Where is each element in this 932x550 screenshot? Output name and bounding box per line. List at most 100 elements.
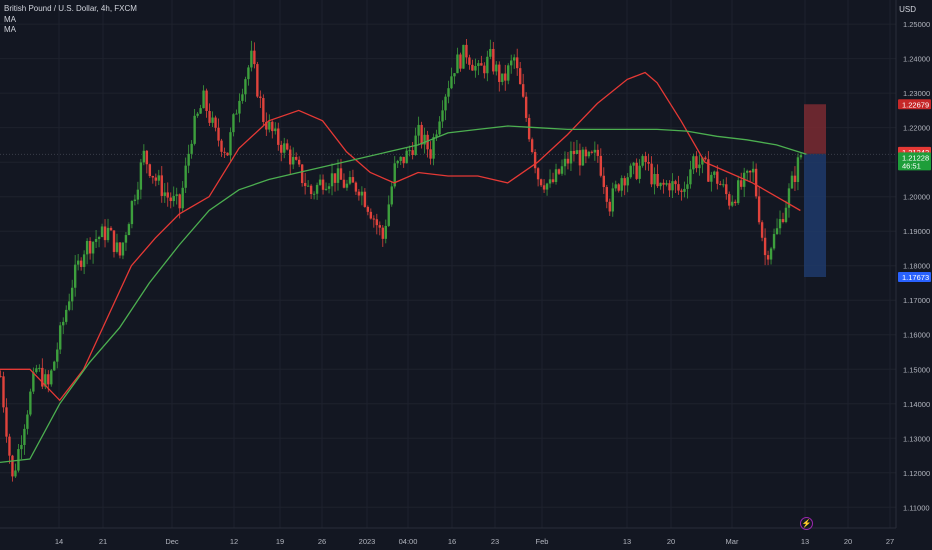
candle-body — [647, 161, 650, 164]
candle-body — [205, 90, 208, 112]
candle-body — [560, 166, 564, 174]
candle-body — [748, 170, 752, 173]
candle-body — [719, 183, 722, 185]
candle-body — [396, 160, 399, 164]
candle-body — [754, 168, 758, 197]
symbol-title[interactable]: British Pound / U.S. Dollar, 4h, FXCM — [4, 4, 137, 13]
candle-body — [384, 225, 387, 239]
candle-body — [142, 150, 146, 163]
candle-body — [387, 204, 390, 226]
candle-body — [345, 183, 349, 188]
candle-body — [97, 237, 101, 240]
time-tick-label: 20 — [667, 537, 675, 546]
candle-body — [306, 185, 310, 187]
candle-body — [315, 184, 319, 194]
time-axis[interactable]: 14 21 Dec 12 19 26 2023 04:00 16 23 Feb 13 20 Mar 13 20… — [55, 537, 894, 546]
candle-body — [527, 117, 531, 140]
price-badge — [898, 99, 931, 110]
candle-body — [318, 179, 322, 185]
candle-body — [790, 175, 794, 189]
candle-body — [722, 184, 725, 186]
candle-body — [513, 57, 516, 61]
candle-body — [680, 190, 683, 192]
price-tick-label: 1.19000 — [903, 227, 930, 236]
candle-body — [441, 110, 444, 122]
candle-body — [551, 179, 555, 183]
candle-body — [731, 201, 734, 206]
candle-body — [766, 255, 770, 260]
candle-body — [241, 94, 244, 101]
candle-body — [614, 184, 617, 189]
lightning-icon[interactable]: ⚡ — [800, 517, 813, 530]
time-tick-label: Feb — [536, 537, 549, 546]
price-tick-label: 1.16000 — [903, 331, 930, 340]
candle-body — [796, 157, 800, 182]
candle-body — [88, 240, 92, 254]
time-tick-label: 13 — [801, 537, 809, 546]
candle-body — [572, 150, 576, 154]
candle-body — [778, 219, 782, 229]
candle-body — [450, 76, 453, 89]
candle-body — [417, 124, 420, 136]
candle-body — [268, 121, 271, 130]
candle-body — [333, 173, 337, 183]
candle-body — [689, 169, 692, 185]
candle-body — [160, 175, 163, 196]
candle-body — [444, 96, 447, 111]
candle-body — [698, 164, 701, 169]
candle-body — [772, 234, 776, 249]
price-tick-label: 1.11000 — [903, 503, 930, 512]
time-tick-label: 20 — [844, 537, 852, 546]
candle-body — [178, 194, 181, 209]
price-badge — [898, 272, 931, 283]
candle-body — [763, 237, 767, 256]
candle-body — [115, 242, 119, 252]
candle-body — [581, 149, 585, 166]
time-tick-label: 23 — [491, 537, 499, 546]
price-tick-label: 1.22000 — [903, 124, 930, 133]
candle-body — [280, 144, 283, 153]
candle-body — [668, 183, 671, 191]
candle-body — [247, 67, 250, 80]
candle-body — [683, 188, 686, 192]
candle-body — [515, 57, 519, 69]
time-tick-label: Dec — [165, 537, 179, 546]
candle-body — [166, 192, 169, 198]
price-badge-text: 1.21228 — [902, 153, 929, 162]
candle-body — [202, 90, 205, 109]
candle-body — [674, 181, 677, 185]
candle-body — [390, 186, 393, 205]
candle-body — [220, 140, 223, 152]
candle-body — [671, 181, 674, 191]
ma-indicator-label[interactable]: MA — [4, 25, 16, 34]
candle-body — [330, 173, 334, 187]
candle-body — [462, 44, 465, 69]
price-axis[interactable]: 1.250001.240001.230001.220001.210001.200… — [0, 0, 930, 529]
candle-body — [665, 183, 668, 185]
candle-body — [539, 179, 543, 186]
candle-body — [297, 159, 301, 165]
candle-body — [32, 372, 35, 392]
candle-body — [271, 121, 274, 132]
candle-body — [133, 199, 137, 202]
candle-body — [716, 171, 719, 184]
candle-body — [112, 230, 116, 252]
position-zones[interactable] — [0, 104, 896, 278]
candle-body — [659, 182, 662, 187]
price-tick-label: 1.18000 — [903, 262, 930, 271]
candle-body — [29, 391, 32, 415]
candle-body — [521, 84, 525, 97]
candle-body — [235, 113, 238, 115]
candle-body — [321, 179, 325, 190]
candle-body — [14, 470, 17, 477]
candle-body — [360, 191, 364, 196]
candle-body — [372, 218, 376, 220]
moving-average-line — [0, 71, 801, 402]
candle-body — [751, 168, 755, 173]
candle-body — [184, 165, 187, 188]
ma-indicator-label[interactable]: MA — [4, 14, 16, 24]
price-tick-label: 1.25000 — [903, 20, 930, 29]
candle-body — [148, 164, 152, 177]
